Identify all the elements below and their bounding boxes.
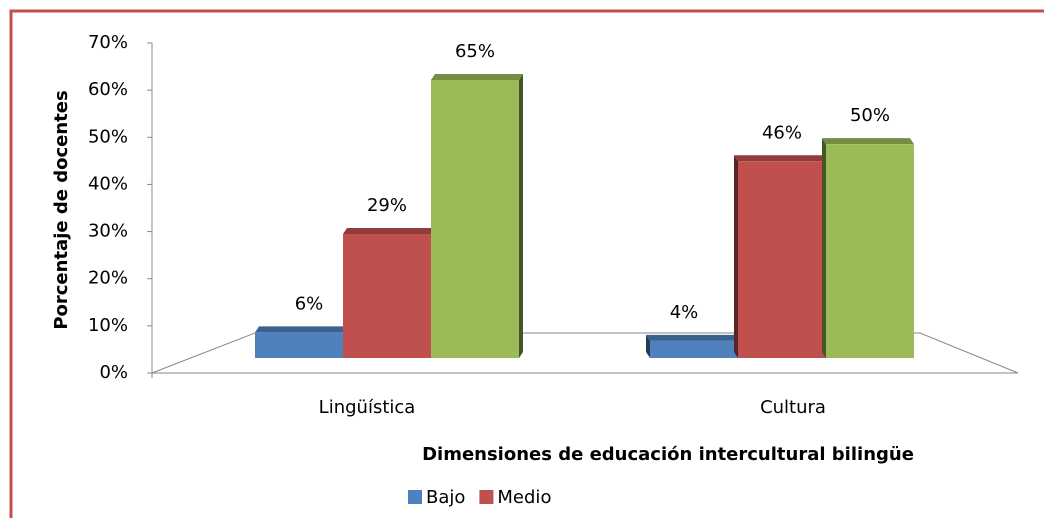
y-tick-label: 60%	[88, 79, 128, 100]
bar-side	[646, 334, 650, 358]
y-tick-label: 20%	[88, 268, 128, 289]
data-label: 46%	[762, 122, 802, 143]
bar	[650, 340, 738, 358]
floor	[151, 332, 1019, 374]
bar	[738, 161, 826, 358]
data-label: 65%	[455, 41, 495, 62]
data-label: 6%	[295, 293, 324, 314]
y-tick-label: 50%	[88, 126, 128, 147]
data-label: 50%	[850, 105, 890, 126]
y-tick-label: 70%	[88, 32, 128, 53]
bar-top	[822, 138, 914, 145]
y-axis-title: Porcentaje de docentes	[51, 90, 72, 329]
x-tick-label: Cultura	[760, 397, 826, 418]
bar	[431, 80, 519, 358]
bar-top	[343, 227, 435, 234]
bar	[343, 233, 431, 358]
bar-top	[255, 326, 347, 333]
bar-top	[431, 74, 523, 80]
data-label: 29%	[367, 195, 407, 216]
bar-side	[734, 155, 738, 358]
y-tick-label: 30%	[88, 221, 128, 242]
bar-top	[734, 155, 826, 162]
bar-top	[646, 334, 738, 341]
legend-swatch	[479, 490, 494, 504]
x-axis-title: Dimensiones de educación intercultural b…	[422, 444, 914, 465]
legend-swatch	[408, 490, 422, 504]
y-tick-label: 0%	[99, 362, 128, 383]
bar	[826, 144, 914, 358]
y-tick-label: 10%	[88, 315, 128, 336]
legend-label: Medio	[497, 487, 551, 508]
frame	[9, 9, 1044, 518]
bar	[255, 332, 343, 358]
x-tick-label: Lingüística	[319, 397, 416, 418]
y-tick-label: 40%	[88, 173, 128, 194]
data-label: 4%	[670, 302, 699, 323]
legend-label: Bajo	[426, 487, 465, 508]
bar-side	[519, 74, 523, 358]
bar-side	[822, 138, 826, 358]
